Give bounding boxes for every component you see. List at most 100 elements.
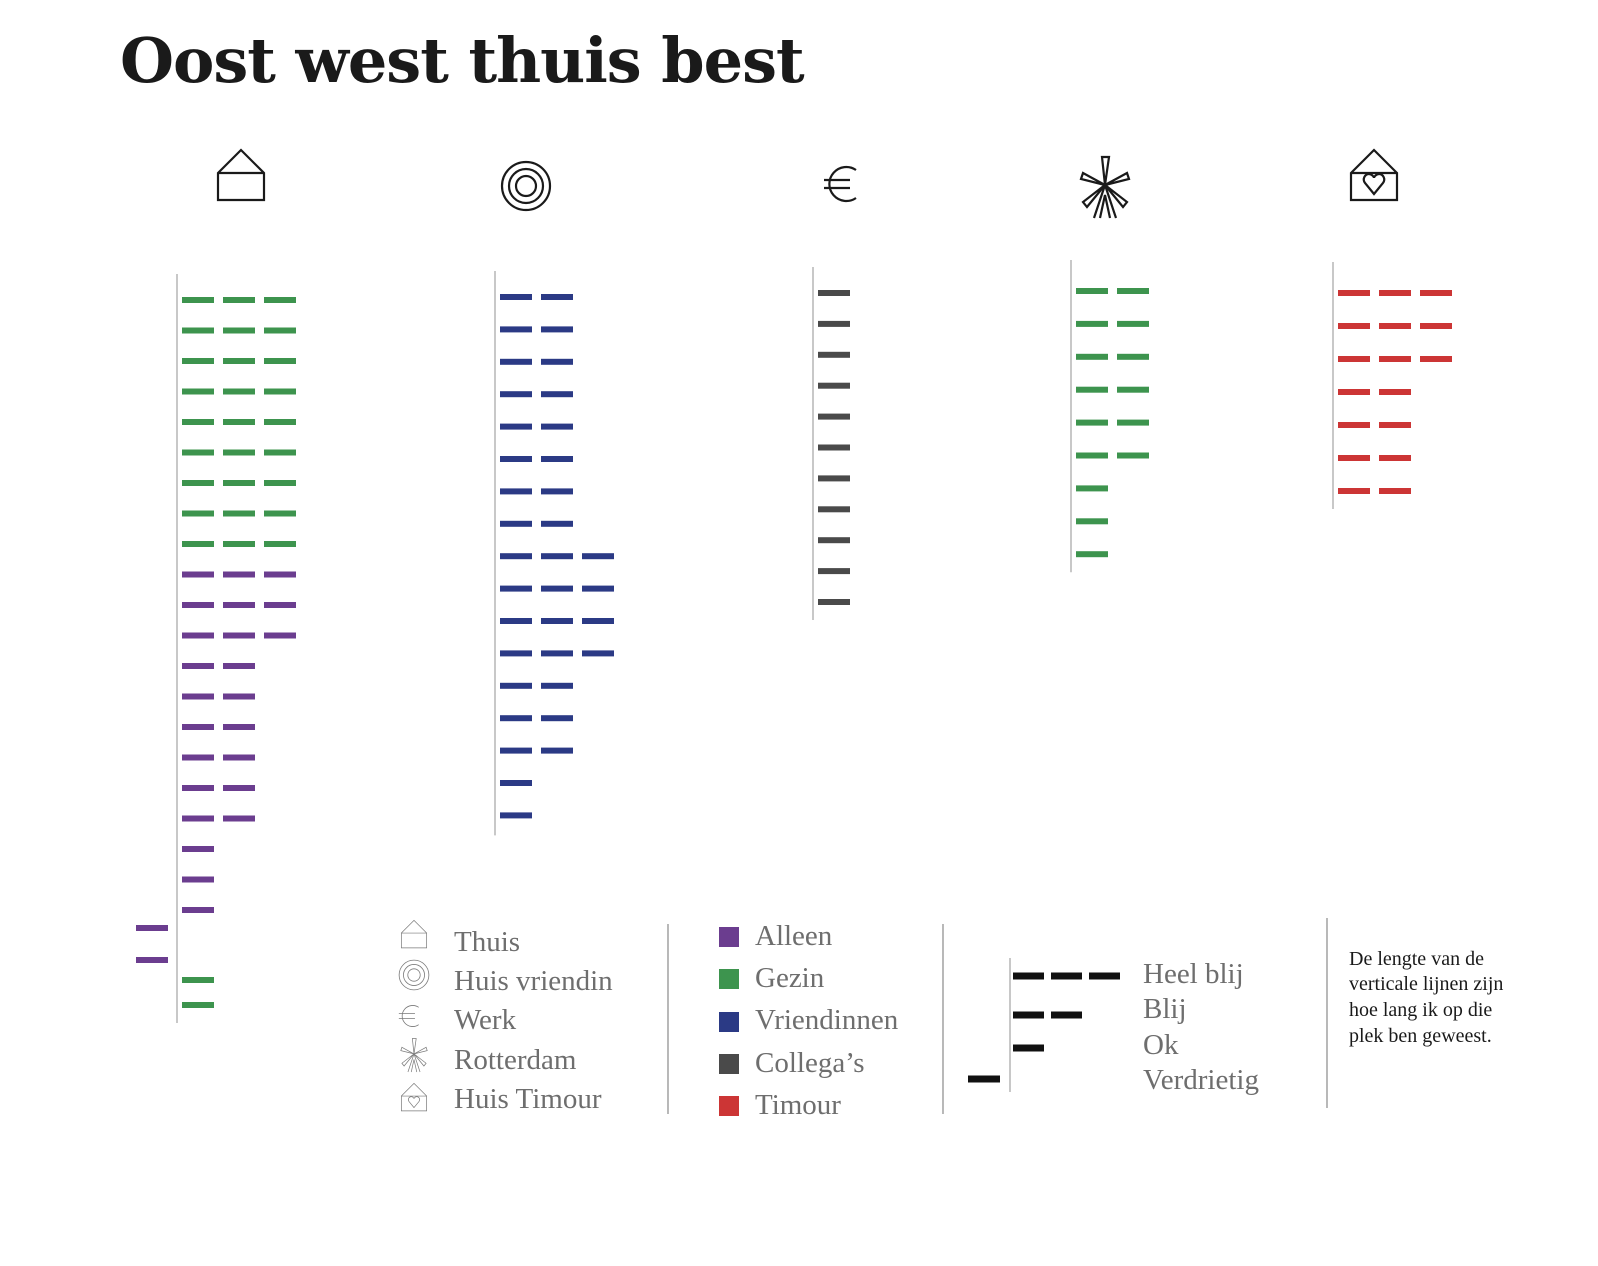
note-line: plek ben geweest. <box>1349 1025 1492 1047</box>
dash-mark <box>264 632 296 639</box>
dash-mark <box>1076 452 1108 459</box>
dash-mark <box>264 571 296 578</box>
dash-mark <box>136 925 168 931</box>
dash-mark <box>500 747 532 754</box>
dash-mark <box>182 449 214 456</box>
dash-mark <box>1379 455 1411 461</box>
dash-mark <box>223 449 255 456</box>
dash-mark <box>818 351 850 358</box>
legend-mood-label: Blij <box>1143 993 1187 1025</box>
dash-mark <box>223 663 255 669</box>
dash-mark <box>1379 488 1411 494</box>
target-icon <box>398 959 430 991</box>
legend-mood-dash <box>1013 1011 1044 1019</box>
dash-mark <box>264 449 296 456</box>
legend-people: Alleen Gezin Vriendinnen Collega’s Timou… <box>719 920 899 1121</box>
legend-swatch-alleen <box>719 927 739 947</box>
target-icon <box>500 160 552 212</box>
dash-mark <box>182 297 214 303</box>
legend-mood: Heel blij Blij Ok Verdrietig <box>968 958 1259 1096</box>
dash-mark <box>818 537 850 544</box>
euro-icon <box>398 1005 420 1027</box>
dash-mark <box>818 506 850 513</box>
legend-swatch-vriendinnen <box>719 1012 739 1032</box>
dash-mark <box>1338 290 1370 296</box>
dash-mark <box>818 320 850 327</box>
dash-mark <box>182 632 214 639</box>
column-huis-timour <box>1332 262 1452 509</box>
legend-places: Thuis Huis vriendin Werk Rotterdam Huis … <box>398 920 613 1115</box>
dash-mark <box>182 693 214 700</box>
dash-mark <box>223 785 255 791</box>
dash-mark <box>500 423 532 430</box>
dash-mark <box>541 650 573 657</box>
dash-mark <box>541 326 573 333</box>
dash-mark <box>500 358 532 365</box>
dash-mark <box>223 388 255 395</box>
dash-mark <box>1420 290 1452 296</box>
dash-mark <box>1420 323 1452 329</box>
legend-place-label: Werk <box>454 1004 517 1036</box>
dash-mark <box>541 715 573 722</box>
dash-mark <box>500 682 532 689</box>
dash-mark <box>1076 353 1108 360</box>
dash-mark <box>541 747 573 754</box>
dash-mark <box>1117 320 1149 327</box>
dash-mark <box>223 480 255 486</box>
windmill-icon <box>400 1038 428 1073</box>
column-thuis <box>136 274 296 1023</box>
column-huis-vriendin <box>494 271 614 836</box>
dash-mark <box>223 571 255 578</box>
dash-mark <box>500 520 532 527</box>
legend-mood-label: Ok <box>1143 1029 1179 1061</box>
legend-mood-label: Verdrietig <box>1143 1064 1259 1096</box>
legend-mood-dash <box>1089 972 1120 980</box>
dash-mark <box>1379 356 1411 362</box>
dash-mark <box>182 846 214 852</box>
dash-mark <box>223 632 255 639</box>
note-line: verticale lijnen zijn <box>1349 973 1503 995</box>
legend-mood-dash <box>1013 1044 1044 1052</box>
dash-mark <box>1117 353 1149 360</box>
column-werk <box>812 267 850 620</box>
dash-mark <box>182 876 214 883</box>
dash-mark <box>818 444 850 451</box>
dash-mark <box>541 423 573 430</box>
dash-mark <box>500 650 532 657</box>
dash-mark <box>1338 488 1370 494</box>
dash-mark <box>500 812 532 819</box>
dash-mark <box>541 553 573 560</box>
dash-mark <box>264 358 296 364</box>
dash-mark <box>500 391 532 398</box>
dash-mark <box>136 957 168 963</box>
dash-mark <box>182 541 214 547</box>
dash-mark <box>500 456 532 462</box>
dash-mark <box>1117 288 1149 294</box>
dash-mark <box>223 419 255 425</box>
dash-mark <box>182 510 214 517</box>
legend-mood-dash <box>1051 972 1082 980</box>
dash-mark <box>182 480 214 486</box>
dash-mark <box>223 358 255 364</box>
windmill-icon <box>1079 155 1131 220</box>
dash-mark <box>818 413 850 420</box>
legend-person-label: Gezin <box>755 962 825 994</box>
dash-mark <box>182 663 214 669</box>
dash-mark <box>223 693 255 700</box>
dash-mark <box>264 327 296 334</box>
legend-mood-label: Heel blij <box>1143 958 1244 990</box>
dash-mark <box>500 618 532 624</box>
dash-mark <box>223 297 255 303</box>
legend-mood-dash <box>1051 1011 1082 1019</box>
dash-mark <box>582 618 614 624</box>
dash-mark <box>182 571 214 578</box>
dash-mark <box>541 520 573 527</box>
dash-mark <box>1076 551 1108 558</box>
note-line: hoe lang ik op die <box>1349 999 1492 1021</box>
dash-mark <box>541 682 573 689</box>
dash-mark <box>818 599 850 605</box>
dash-mark <box>182 388 214 395</box>
dash-mark <box>1076 485 1108 492</box>
dash-mark <box>541 456 573 462</box>
dash-mark <box>818 382 850 389</box>
